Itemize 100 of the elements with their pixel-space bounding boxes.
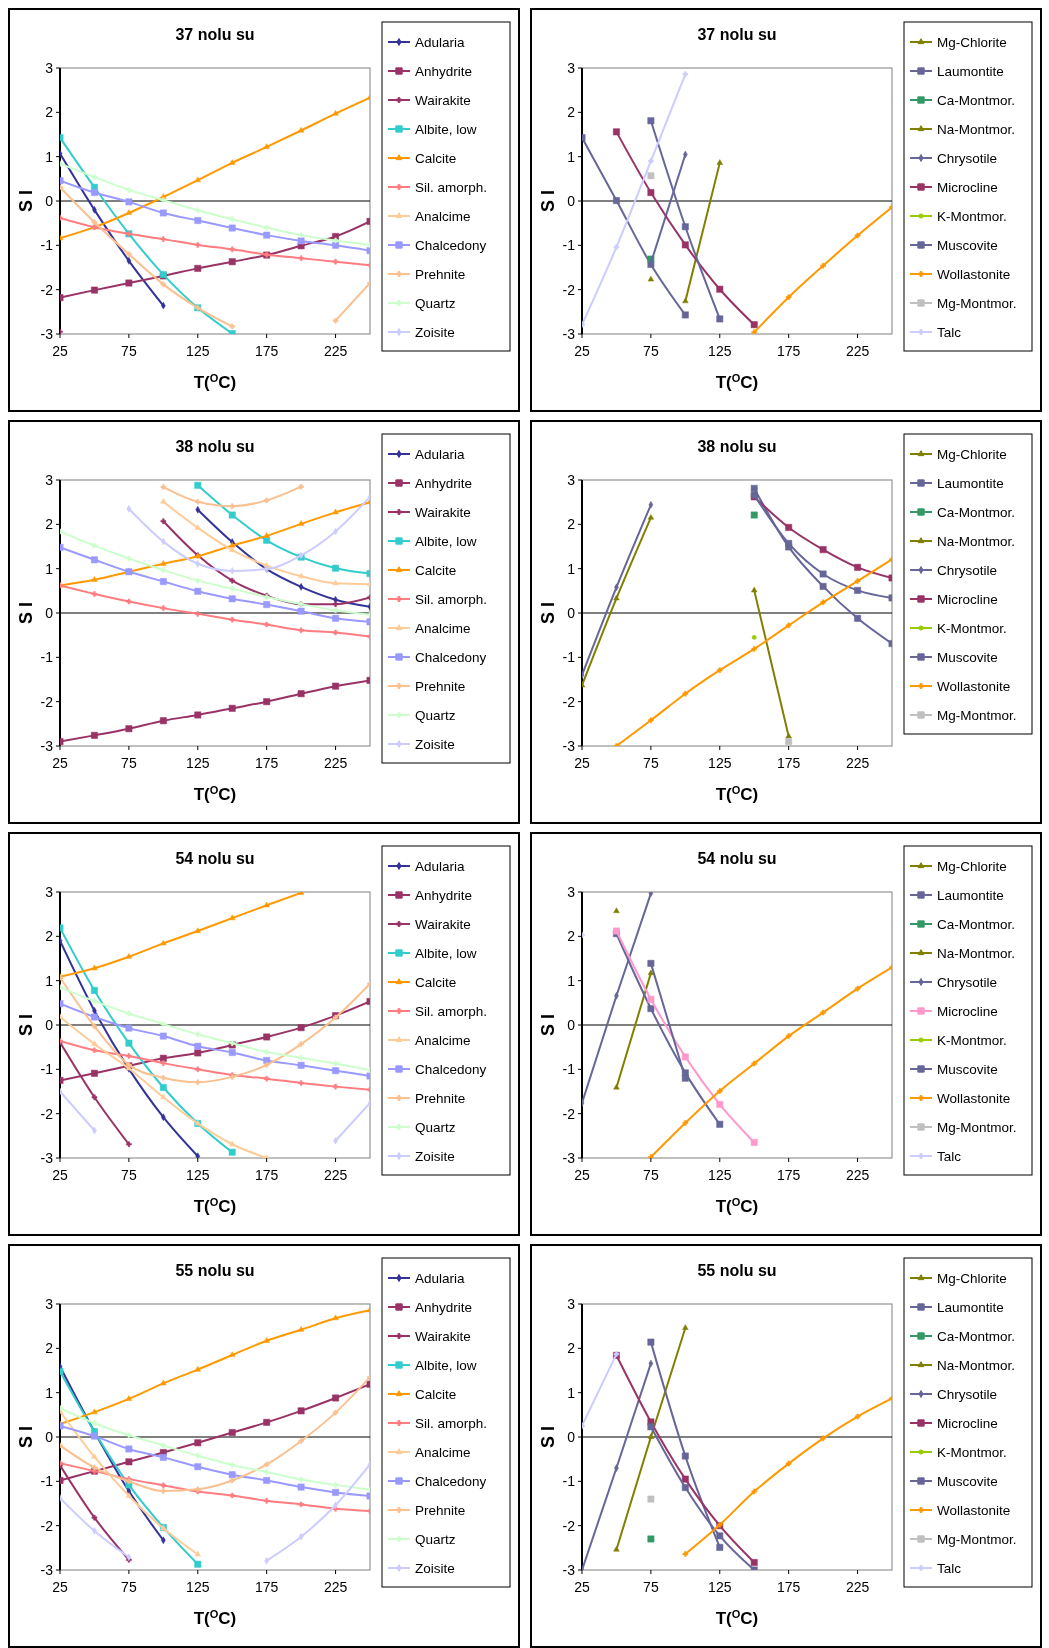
x-tick-label: 175 (776, 755, 801, 771)
legend-label: Albite, low (415, 945, 477, 961)
x-tick-label: 75 (643, 343, 659, 359)
chart-title: 54 nolu su (175, 850, 255, 867)
y-axis-title: S I (16, 189, 36, 213)
legend-label: Zoisite (415, 324, 455, 340)
legend-label: Prehnite (415, 678, 466, 694)
legend-label: K-Montmor. (937, 620, 1007, 636)
x-tick-label: 25 (52, 1167, 68, 1183)
y-tick-label: 2 (567, 104, 576, 121)
y-tick-label: 2 (45, 104, 54, 121)
y-axis-title: S I (538, 601, 558, 625)
legend-label: Prehnite (415, 1502, 466, 1518)
x-tick-label: 125 (708, 343, 732, 359)
legend-label: Sil. amorph. (415, 591, 488, 607)
x-tick-label: 75 (643, 1167, 659, 1183)
x-tick-label: 225 (323, 1167, 348, 1183)
x-axis-title: T($^{O}$C) (715, 1196, 759, 1216)
legend-label: Sil. amorph. (415, 1415, 488, 1431)
x-tick-label: 125 (708, 1167, 732, 1183)
legend-label: Na-Montmor. (937, 1357, 1016, 1373)
x-tick-label: 25 (52, 343, 68, 359)
y-tick-label: 1 (567, 560, 576, 577)
y-tick-label: -1 (40, 1061, 54, 1078)
legend-label: Chalcedony (415, 1061, 487, 1077)
legend-label: Adularia (415, 34, 466, 50)
legend-label: Mg-Montmor. (937, 295, 1017, 311)
legend-label: Talc (937, 1560, 962, 1576)
x-axis-title: T($^{O}$C) (193, 1196, 237, 1216)
legend-label: Muscovite (937, 237, 998, 253)
legend-label: Zoisite (415, 1148, 455, 1164)
x-tick-label: 75 (121, 1579, 137, 1595)
legend-label: Anhydrite (415, 887, 473, 903)
y-tick-label: 3 (567, 883, 576, 900)
x-tick-label: 125 (186, 343, 210, 359)
x-tick-label: 25 (52, 1579, 68, 1595)
y-tick-label: -3 (562, 1561, 576, 1578)
y-tick-label: 3 (45, 59, 54, 76)
x-tick-label: 175 (254, 343, 279, 359)
x-tick-label: 175 (254, 1579, 279, 1595)
x-axis-title: T($^{O}$C) (193, 784, 237, 804)
legend-label: Albite, low (415, 121, 477, 137)
x-axis-title: T($^{O}$C) (193, 372, 237, 392)
y-tick-label: 1 (45, 560, 54, 577)
x-tick-label: 175 (776, 1579, 801, 1595)
legend-label: Mg-Montmor. (937, 1531, 1017, 1547)
legend-label: Chrysotile (937, 974, 998, 990)
x-tick-label: 175 (254, 1167, 279, 1183)
y-tick-label: 0 (567, 1016, 576, 1033)
legend-label: Mg-Montmor. (937, 707, 1017, 723)
legend-label: Sil. amorph. (415, 179, 488, 195)
y-tick-label: -3 (40, 1561, 54, 1578)
y-tick-label: 3 (45, 471, 54, 488)
y-tick-label: -2 (562, 693, 576, 710)
legend-label: Analcime (415, 620, 471, 636)
y-axis-title: S I (16, 1425, 36, 1449)
legend-label: Quartz (415, 295, 456, 311)
x-tick-label: 225 (323, 1579, 348, 1595)
y-tick-label: 1 (567, 148, 576, 165)
legend-label: Analcime (415, 208, 471, 224)
x-tick-label: 125 (708, 1579, 732, 1595)
legend-label: Laumontite (937, 1299, 1004, 1315)
x-tick-label: 25 (52, 755, 68, 771)
y-tick-label: -3 (562, 737, 576, 754)
legend-label: Chrysotile (937, 562, 998, 578)
legend-label: Na-Montmor. (937, 121, 1016, 137)
y-tick-label: -1 (562, 649, 576, 666)
y-axis-title: S I (16, 601, 36, 625)
legend-label: Calcite (415, 1386, 457, 1402)
y-tick-label: 2 (45, 928, 54, 945)
chart-title: 37 nolu su (697, 26, 777, 43)
x-tick-label: 75 (121, 1167, 137, 1183)
legend-label: Adularia (415, 858, 466, 874)
legend-label: Prehnite (415, 1090, 466, 1106)
y-axis-title: S I (538, 1425, 558, 1449)
y-tick-label: -1 (562, 1473, 576, 1490)
legend-label: Muscovite (937, 1061, 998, 1077)
legend-label: Sil. amorph. (415, 1003, 488, 1019)
y-tick-label: -1 (40, 649, 54, 666)
y-tick-label: 2 (567, 928, 576, 945)
y-tick-label: -3 (40, 737, 54, 754)
legend-label: Mg-Chlorite (937, 446, 1007, 462)
x-axis-title: T($^{O}$C) (715, 1608, 759, 1628)
y-tick-label: 0 (45, 1428, 54, 1445)
chart-title: 54 nolu su (697, 850, 777, 867)
legend-label: Wollastonite (937, 1090, 1011, 1106)
legend-label: Wairakite (415, 916, 471, 932)
chart-title: 38 nolu su (697, 438, 777, 455)
y-tick-label: -1 (40, 237, 54, 254)
legend-label: Laumontite (937, 475, 1004, 491)
x-tick-label: 25 (574, 1579, 590, 1595)
y-axis-title: S I (538, 189, 558, 213)
x-tick-label: 125 (186, 1579, 210, 1595)
y-tick-label: -3 (562, 1149, 576, 1166)
x-tick-label: 75 (121, 343, 137, 359)
y-tick-label: -2 (40, 693, 54, 710)
y-tick-label: -2 (40, 1105, 54, 1122)
legend-label: Albite, low (415, 1357, 477, 1373)
legend-label: Microcline (937, 179, 998, 195)
legend-label: K-Montmor. (937, 208, 1007, 224)
